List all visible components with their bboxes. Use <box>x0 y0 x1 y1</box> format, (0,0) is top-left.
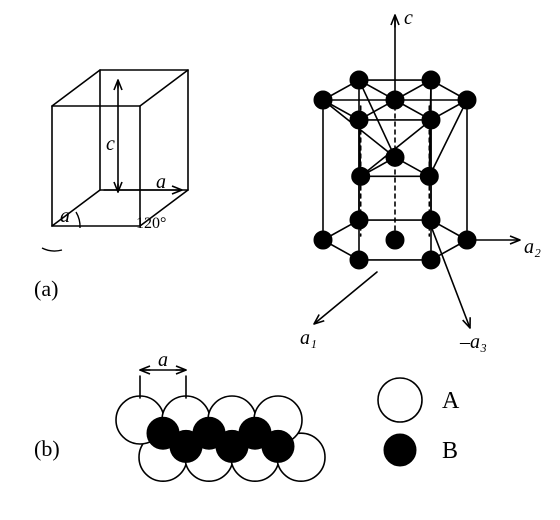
svg-text:–a₃: –a₃ <box>459 331 487 353</box>
svg-text:(a): (a) <box>34 276 58 301</box>
svg-text:A: A <box>442 388 460 414</box>
svg-text:a₂: a₂ <box>524 236 541 258</box>
svg-text:a: a <box>158 349 168 371</box>
svg-text:120°: 120° <box>136 215 166 232</box>
svg-text:(b): (b) <box>34 436 60 461</box>
figure: c a a 120° c a₁ a₂ –a₃ a AB (a) (b) <box>0 0 560 520</box>
svg-text:a: a <box>60 205 70 227</box>
svg-text:a: a <box>156 171 166 193</box>
svg-text:c: c <box>404 7 413 29</box>
svg-text:c: c <box>106 133 115 155</box>
svg-text:a₁: a₁ <box>300 327 317 349</box>
svg-text:B: B <box>442 438 458 464</box>
